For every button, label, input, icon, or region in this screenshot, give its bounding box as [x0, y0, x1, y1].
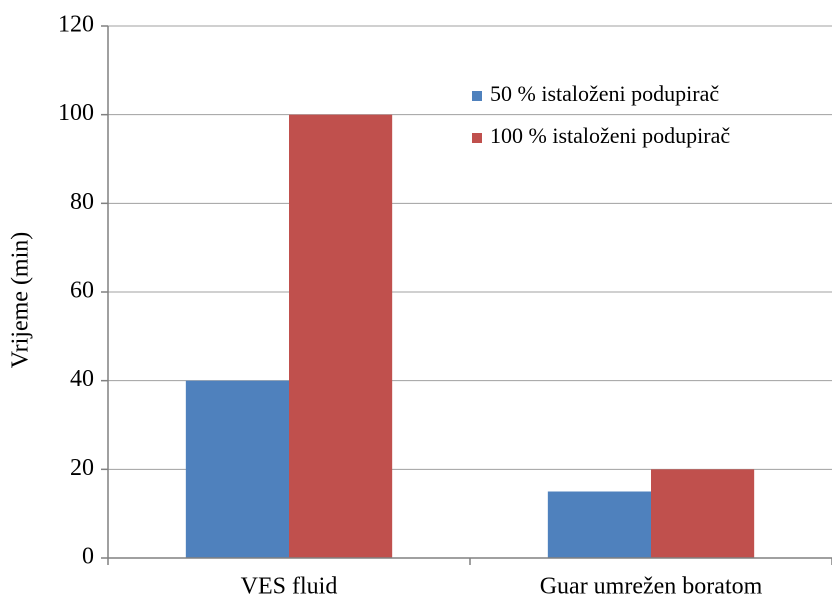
legend-swatch [472, 91, 482, 101]
legend-label: 100 % istaloženi podupirač [490, 123, 730, 148]
y-tick-label: 100 [58, 100, 94, 126]
y-tick-label: 80 [70, 189, 94, 215]
bar [289, 114, 393, 559]
bar [185, 380, 289, 558]
x-tick-label: Guar umrežen boratom [540, 574, 763, 600]
legend-swatch [472, 133, 482, 143]
legend-label: 50 % istaloženi podupirač [490, 81, 719, 106]
bar [547, 491, 651, 558]
y-tick-label: 20 [70, 455, 94, 481]
y-axis-label: Vrijeme (min) [8, 232, 34, 369]
y-tick-label: 0 [82, 544, 94, 570]
x-tick-label: VES fluid [241, 574, 338, 600]
y-tick-label: 60 [70, 278, 94, 304]
bar [651, 469, 755, 558]
y-tick-label: 120 [58, 12, 94, 38]
y-tick-label: 40 [70, 366, 94, 392]
